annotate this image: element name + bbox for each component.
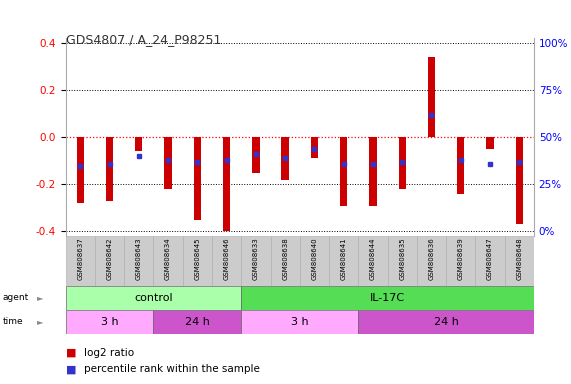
Bar	[135, 137, 143, 151]
Bar	[77, 137, 84, 203]
Bar	[300, 236, 329, 286]
Bar	[475, 236, 505, 286]
Bar	[340, 137, 347, 205]
Bar	[271, 236, 300, 286]
Bar	[388, 236, 417, 286]
Bar	[154, 236, 183, 286]
Text: ►: ►	[37, 293, 43, 303]
Bar	[399, 137, 406, 189]
Text: control: control	[134, 293, 173, 303]
Text: time: time	[3, 317, 23, 326]
Bar	[95, 236, 124, 286]
Text: GSM808633: GSM808633	[253, 238, 259, 280]
Bar	[164, 137, 172, 189]
Text: GSM808644: GSM808644	[370, 238, 376, 280]
Bar	[359, 236, 388, 286]
Bar	[124, 236, 154, 286]
Bar	[428, 57, 435, 137]
Bar	[311, 137, 318, 159]
Text: ■: ■	[66, 348, 76, 358]
Bar	[241, 310, 359, 334]
Text: 3 h: 3 h	[291, 317, 308, 327]
Bar	[66, 286, 241, 310]
Bar	[505, 236, 534, 286]
Text: GSM808642: GSM808642	[107, 238, 112, 280]
Bar	[194, 137, 201, 220]
Text: agent: agent	[3, 293, 29, 303]
Bar	[66, 310, 154, 334]
Text: ►: ►	[37, 317, 43, 326]
Bar	[252, 137, 260, 172]
Bar	[241, 286, 534, 310]
Text: GSM808639: GSM808639	[458, 238, 464, 280]
Text: log2 ratio: log2 ratio	[84, 348, 134, 358]
Bar	[486, 137, 494, 149]
Text: percentile rank within the sample: percentile rank within the sample	[84, 364, 260, 374]
Bar	[516, 137, 523, 224]
Text: GSM808643: GSM808643	[136, 238, 142, 280]
Bar	[212, 236, 241, 286]
Bar	[183, 236, 212, 286]
Text: GSM808645: GSM808645	[194, 238, 200, 280]
Bar	[369, 137, 377, 205]
Bar	[329, 236, 359, 286]
Text: 24 h: 24 h	[433, 317, 459, 327]
Bar	[154, 310, 241, 334]
Text: GSM808637: GSM808637	[77, 238, 83, 280]
Text: ■: ■	[66, 364, 76, 374]
Bar	[457, 137, 464, 194]
Bar	[417, 236, 446, 286]
Bar	[66, 236, 95, 286]
Bar	[446, 236, 475, 286]
Text: 3 h: 3 h	[100, 317, 118, 327]
Text: GSM808636: GSM808636	[428, 238, 435, 280]
Text: GDS4807 / A_24_P98251: GDS4807 / A_24_P98251	[66, 33, 221, 46]
Text: IL-17C: IL-17C	[370, 293, 405, 303]
Bar	[241, 236, 271, 286]
Bar	[359, 310, 534, 334]
Bar	[106, 137, 113, 201]
Bar	[282, 137, 289, 180]
Bar	[223, 137, 230, 232]
Text: GSM808647: GSM808647	[487, 238, 493, 280]
Text: GSM808635: GSM808635	[399, 238, 405, 280]
Text: GSM808646: GSM808646	[224, 238, 230, 280]
Text: GSM808640: GSM808640	[311, 238, 317, 280]
Text: GSM808641: GSM808641	[341, 238, 347, 280]
Text: GSM808648: GSM808648	[516, 238, 522, 280]
Text: GSM808634: GSM808634	[165, 238, 171, 280]
Text: 24 h: 24 h	[185, 317, 210, 327]
Text: GSM808638: GSM808638	[282, 238, 288, 280]
